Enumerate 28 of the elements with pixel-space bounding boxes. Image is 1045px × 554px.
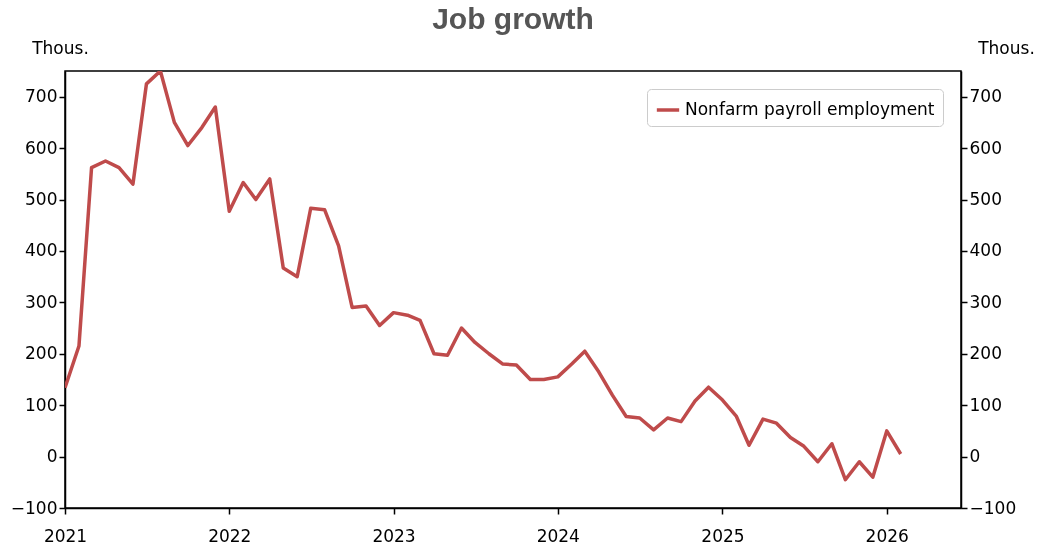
y-tick-label: 600: [25, 137, 58, 158]
y-tick-label: 700: [25, 86, 58, 107]
x-tick-label: 2023: [372, 525, 416, 546]
y2-tick-label: 600: [969, 137, 1002, 158]
x-tick-label: 2021: [43, 525, 88, 546]
x-tick-label: 2026: [865, 525, 909, 546]
y-tick-label: 400: [25, 240, 58, 261]
y2-axis-title: Thous.: [977, 37, 1035, 58]
x-tick-label: 2025: [701, 525, 745, 546]
y2-tick-label: 100: [969, 394, 1002, 415]
chart-title: Job growth: [432, 2, 594, 35]
y2-tick-label: 700: [969, 86, 1002, 107]
legend-label: Nonfarm payroll employment: [685, 99, 935, 119]
y2-tick-label: 300: [969, 291, 1002, 312]
y2-tick-label: −100: [969, 497, 1017, 518]
y2-tick-label: 200: [969, 343, 1002, 364]
y2-tick-label: 400: [969, 240, 1002, 261]
y-tick-label: 0: [46, 446, 58, 467]
x-tick-label: 2022: [208, 525, 252, 546]
y-axis-title: Thous.: [31, 37, 89, 58]
y-tick-label: 500: [25, 189, 58, 210]
y2-tick-label: 500: [969, 189, 1002, 210]
y-tick-label: 300: [25, 291, 58, 312]
y2-tick-label: 0: [969, 446, 981, 467]
x-tick-label: 2024: [536, 525, 580, 546]
y-tick-label: 100: [25, 394, 58, 415]
y-tick-label: −100: [10, 497, 58, 518]
y-tick-label: 200: [25, 343, 58, 364]
